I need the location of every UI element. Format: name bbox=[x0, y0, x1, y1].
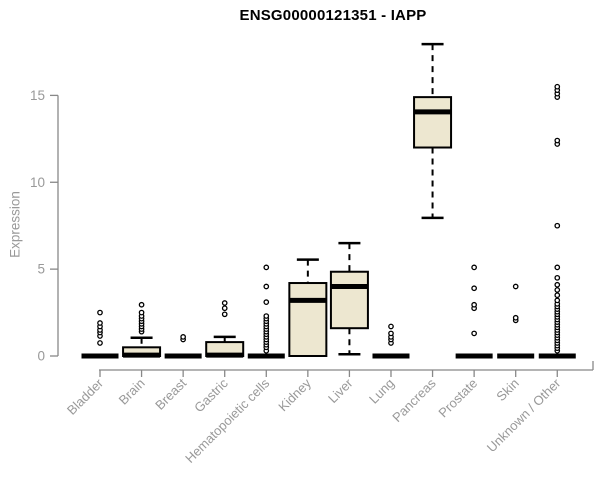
outlier-point bbox=[388, 330, 394, 337]
outlier-point bbox=[554, 264, 561, 271]
outlier-point bbox=[221, 300, 228, 306]
x-tick-label-liver: Liver bbox=[325, 375, 356, 406]
x-tick-label-lung: Lung bbox=[366, 376, 397, 407]
y-tick-label: 5 bbox=[37, 262, 45, 277]
outlier-point bbox=[180, 334, 186, 340]
y-tick-label: 0 bbox=[37, 349, 45, 364]
box-group-hematopoietic-cells bbox=[247, 264, 285, 359]
outlier-point bbox=[138, 301, 145, 308]
x-tick-label-prostate: Prostate bbox=[435, 376, 480, 421]
outlier-point bbox=[554, 137, 561, 144]
box-group-breast bbox=[164, 334, 202, 359]
outlier-point bbox=[554, 297, 561, 304]
outlier-point bbox=[554, 292, 561, 299]
box-group-brain bbox=[122, 301, 162, 358]
iqr-box bbox=[329, 270, 369, 330]
box-group-prostate bbox=[455, 264, 493, 359]
outlier-point bbox=[554, 83, 561, 90]
x-tick-label-kidney: Kidney bbox=[275, 375, 314, 414]
outlier-point bbox=[471, 301, 477, 308]
box-group-bladder bbox=[81, 309, 119, 359]
box-group-skin bbox=[497, 283, 535, 359]
x-tick-label-brain: Brain bbox=[116, 376, 148, 408]
y-tick-label: 15 bbox=[30, 88, 45, 103]
x-tick-label-bladder: Bladder bbox=[64, 375, 107, 418]
x-tick-label-unknown-other: Unknown / Other bbox=[484, 375, 564, 455]
outlier-point bbox=[554, 281, 561, 288]
chart-title: ENSG00000121351 - IAPP bbox=[239, 7, 427, 24]
box-group-lung bbox=[372, 323, 410, 359]
x-tick-label-breast: Breast bbox=[152, 375, 189, 412]
iqr-box bbox=[413, 96, 453, 149]
outlier-point bbox=[97, 320, 103, 326]
outlier-point bbox=[554, 274, 561, 281]
iqr-box bbox=[288, 282, 328, 358]
outlier-point bbox=[471, 264, 477, 271]
outlier-point bbox=[221, 305, 228, 312]
outlier-point bbox=[263, 313, 270, 319]
box-group-kidney bbox=[288, 258, 328, 358]
outlier-point bbox=[471, 330, 477, 337]
box-group-liver bbox=[329, 241, 369, 356]
outlier-point bbox=[97, 340, 103, 346]
outlier-point bbox=[138, 309, 145, 316]
outlier-point bbox=[554, 287, 561, 293]
x-tick-label-pancreas: Pancreas bbox=[389, 375, 439, 425]
outlier-point bbox=[221, 311, 228, 318]
box-group-pancreas bbox=[413, 42, 453, 220]
y-tick-label: 10 bbox=[30, 175, 45, 190]
outlier-point bbox=[554, 222, 561, 229]
x-tick-label-skin: Skin bbox=[493, 376, 521, 404]
outlier-point bbox=[388, 323, 394, 330]
outlier-point bbox=[263, 283, 270, 290]
outlier-point bbox=[263, 264, 270, 271]
outlier-point bbox=[471, 285, 477, 292]
box-group-gastric bbox=[205, 300, 245, 358]
x-tick-label-gastric: Gastric bbox=[191, 375, 231, 415]
outlier-point bbox=[512, 314, 519, 321]
outlier-point bbox=[97, 309, 103, 316]
outlier-point bbox=[263, 299, 270, 305]
box-group-unknown-other bbox=[538, 83, 576, 359]
outlier-point bbox=[512, 283, 519, 290]
